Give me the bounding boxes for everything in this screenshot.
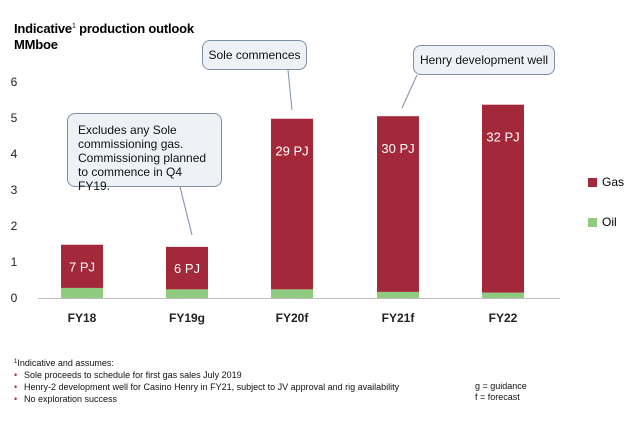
x-category-label: FY21f (382, 311, 416, 325)
footnote-item: Henry-2 development well for Casino Henr… (14, 381, 399, 393)
y-tick-label: 0 (11, 291, 18, 305)
bar-data-label: 7 PJ (69, 259, 95, 274)
y-tick-label: 5 (11, 111, 18, 125)
bar-oil-fy20f (271, 289, 313, 298)
chart-title: Indicative1 production outlook (14, 21, 194, 36)
production-bar-chart: 0 1 2 3 4 5 6 7 PJ 6 PJ 29 PJ 30 PJ 32 PJ FY18 FY19… (11, 69, 560, 325)
callout-pointer-fy21f (401, 74, 418, 109)
footnote-item: No exploration success (14, 393, 399, 405)
callout-excludes-sole-commissioning: Excludes any Sole commissioning gas. Com… (67, 113, 222, 193)
x-category-label: FY19g (169, 311, 205, 325)
y-axis-ticks: 0 1 2 3 4 5 6 (11, 75, 18, 305)
legend-swatch-oil (588, 217, 597, 227)
key-notes: g = guidance f = forecast (475, 381, 527, 403)
footnote-intro: 1Indicative and assumes: (14, 358, 114, 368)
x-category-label: FY20f (276, 311, 310, 325)
bar-data-label: 6 PJ (174, 261, 200, 276)
callout-sole-commences: Sole commences (202, 40, 307, 70)
bar-gas-fy18 (61, 244, 103, 288)
bar-gas-fy21f (377, 116, 419, 292)
bar-data-label: 30 PJ (381, 141, 414, 156)
x-axis-categories: FY18 FY19g FY20f FY21f FY22 (68, 311, 518, 325)
x-category-label: FY22 (489, 311, 518, 325)
bar-oil-fy21f (377, 291, 419, 298)
callout-pointer-fy20f (287, 69, 293, 111)
bar-gas-fy20f (271, 118, 313, 290)
legend-item-oil: Oil (588, 215, 617, 229)
y-tick-label: 2 (11, 219, 18, 233)
bar-oil-fy22 (482, 292, 524, 298)
footnote-item: Sole proceeds to schedule for first gas … (14, 369, 399, 381)
key-note-forecast: f = forecast (475, 392, 520, 402)
legend-label-oil: Oil (602, 215, 617, 229)
y-tick-label: 1 (11, 255, 18, 269)
bar-oil-fy18 (61, 287, 103, 298)
legend-label-gas: Gas (602, 175, 625, 189)
callout-pointers (179, 69, 418, 236)
callout-henry-development-well: Henry development well (413, 45, 555, 75)
legend-swatch-gas (588, 177, 597, 187)
x-category-label: FY18 (68, 311, 97, 325)
footnotes: 1Indicative and assumes: Sole proceeds t… (14, 356, 399, 405)
bar-gas-fy22 (482, 104, 524, 293)
callout-pointer-fy19g (179, 186, 193, 236)
y-tick-label: 3 (11, 183, 18, 197)
bar-oil-fy19g (166, 289, 208, 298)
legend-item-gas: Gas (588, 175, 624, 189)
key-note-guidance: g = guidance (475, 381, 527, 391)
y-tick-label: 4 (11, 147, 18, 161)
y-axis-unit-label: MMboe (14, 37, 58, 52)
bar-gas-fy19g (166, 246, 208, 290)
y-tick-label: 6 (11, 75, 18, 89)
bar-data-label: 32 PJ (486, 130, 519, 145)
bars: 7 PJ 6 PJ 29 PJ 30 PJ 32 PJ (61, 104, 524, 298)
bar-data-label: 29 PJ (275, 144, 308, 159)
